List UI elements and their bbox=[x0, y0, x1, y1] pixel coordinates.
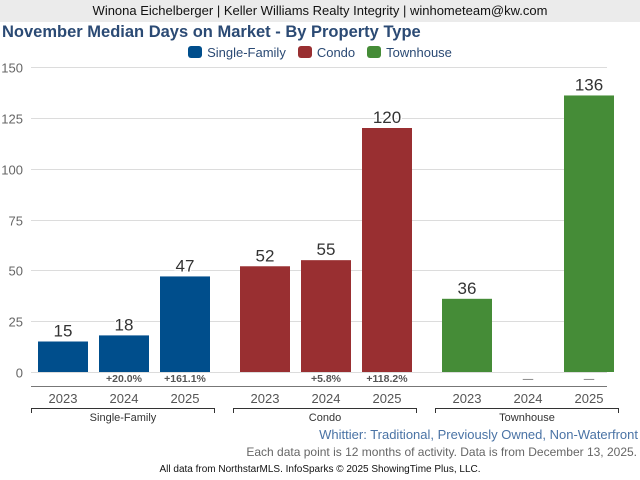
legend-item-single-family[interactable]: Single-Family bbox=[188, 45, 286, 60]
change-label: +5.8% bbox=[311, 373, 342, 385]
legend-label: Condo bbox=[316, 45, 356, 60]
data-label: 52 bbox=[256, 246, 275, 265]
change-label: +118.2% bbox=[366, 373, 408, 385]
legend-item-condo[interactable]: Condo bbox=[297, 45, 356, 60]
bar-chart: 0 25 50 75 100 125 150 15 2023 18 +20.0% 2024 47 +161… bbox=[1, 61, 619, 424]
legend-label: Single-Family bbox=[207, 45, 286, 60]
footer-credit: All data from NorthstarMLS. InfoSparks ©… bbox=[159, 464, 481, 475]
legend-swatch bbox=[367, 46, 382, 58]
bar bbox=[99, 335, 149, 372]
data-label: 36 bbox=[458, 279, 477, 298]
y-tick-label: 75 bbox=[9, 214, 23, 229]
group-label: Single-Family bbox=[90, 412, 157, 424]
x-tick-label: 2024 bbox=[110, 391, 139, 406]
group-bracket bbox=[435, 408, 619, 413]
bar bbox=[301, 260, 351, 372]
bar bbox=[38, 341, 88, 372]
data-label: 47 bbox=[176, 256, 195, 275]
bar bbox=[240, 266, 290, 372]
chart-subtitle: Whittier: Traditional, Previously Owned,… bbox=[319, 427, 638, 442]
legend-swatch bbox=[297, 46, 312, 58]
x-tick-label: 2024 bbox=[514, 391, 543, 406]
data-label: 15 bbox=[54, 322, 73, 341]
y-tick-label: 0 bbox=[16, 366, 23, 381]
change-label: +20.0% bbox=[106, 373, 143, 385]
data-label: 55 bbox=[317, 240, 336, 259]
data-label: 18 bbox=[115, 315, 134, 334]
bar bbox=[564, 95, 614, 372]
bar bbox=[362, 128, 412, 372]
legend: Single-Family Condo Townhouse bbox=[0, 45, 640, 60]
change-label: +161.1% bbox=[164, 373, 206, 385]
x-tick-label: 2024 bbox=[312, 391, 341, 406]
y-tick-label: 50 bbox=[9, 264, 23, 279]
x-tick-label: 2025 bbox=[373, 391, 402, 406]
x-tick-label: 2025 bbox=[171, 391, 200, 406]
y-tick-label: 150 bbox=[1, 61, 23, 76]
bar bbox=[442, 298, 492, 372]
agent-header: Winona Eichelberger | Keller Williams Re… bbox=[0, 0, 640, 22]
data-label: 120 bbox=[373, 108, 401, 127]
y-tick-label: 25 bbox=[9, 315, 23, 330]
legend-swatch bbox=[188, 46, 203, 58]
group-bracket bbox=[233, 408, 417, 413]
x-tick-label: 2025 bbox=[575, 391, 604, 406]
y-tick-label: 100 bbox=[1, 163, 23, 178]
legend-label: Townhouse bbox=[386, 45, 452, 60]
bar bbox=[160, 276, 210, 372]
y-tick-label: 125 bbox=[1, 112, 23, 127]
data-note: Each data point is 12 months of activity… bbox=[246, 445, 637, 459]
x-tick-label: 2023 bbox=[49, 391, 78, 406]
group-bracket bbox=[31, 408, 215, 413]
group-label: Condo bbox=[309, 412, 341, 424]
legend-item-townhouse[interactable]: Townhouse bbox=[367, 45, 452, 60]
change-label: — bbox=[523, 373, 534, 385]
group-label: Townhouse bbox=[499, 412, 555, 424]
x-tick-label: 2023 bbox=[251, 391, 280, 406]
chart-title: November Median Days on Market - By Prop… bbox=[2, 23, 421, 41]
x-tick-label: 2023 bbox=[453, 391, 482, 406]
change-label: — bbox=[584, 373, 595, 385]
data-label: 136 bbox=[575, 75, 603, 94]
